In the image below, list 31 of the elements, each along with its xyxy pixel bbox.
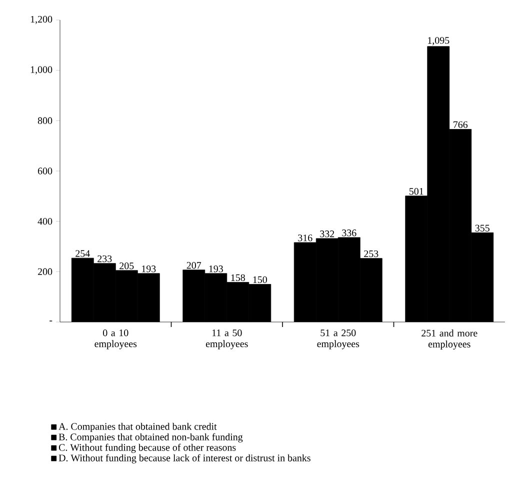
data-label: 233 bbox=[98, 255, 112, 262]
data-label: 253 bbox=[364, 250, 378, 258]
legend-label: C. Without funding because of other reasons bbox=[58, 444, 236, 453]
data-label: 332 bbox=[320, 230, 334, 238]
y-tick-label: - bbox=[50, 320, 52, 322]
legend-label: B. Companies that obtained non-bank funding bbox=[58, 433, 243, 442]
y-tick-label: 400 bbox=[38, 218, 52, 225]
x-tick-label: 51 a 250 employees bbox=[317, 330, 360, 350]
data-label: 193 bbox=[209, 266, 223, 272]
x-tick-label: 0 a 10 employees bbox=[94, 330, 137, 350]
legend-label: A. Companies that obtained bank credit bbox=[58, 422, 217, 432]
y-tick-label: 1,000 bbox=[30, 66, 52, 74]
data-label: 193 bbox=[142, 266, 156, 272]
data-label: 205 bbox=[120, 262, 134, 270]
data-label: 254 bbox=[76, 250, 90, 257]
x-tick-label: 11 a 50 employees bbox=[206, 330, 248, 350]
data-label: 336 bbox=[342, 230, 356, 236]
data-label: 1,095 bbox=[428, 37, 450, 46]
data-label: 207 bbox=[186, 262, 202, 269]
data-label: 355 bbox=[475, 224, 490, 232]
data-label: 766 bbox=[454, 121, 468, 128]
x-tick-label: 251 and more employees bbox=[422, 329, 478, 350]
data-label: 501 bbox=[409, 188, 424, 195]
data-label: 158 bbox=[231, 274, 245, 282]
y-tick-label: 600 bbox=[38, 168, 52, 174]
y-tick-label: 800 bbox=[38, 117, 52, 124]
y-tick-label: 1,200 bbox=[30, 16, 52, 24]
y-tick-label: 200 bbox=[38, 268, 52, 276]
legend-label: D. Without funding because lack of interest or distrust in banks bbox=[58, 454, 310, 464]
data-label: 150 bbox=[253, 276, 267, 284]
data-label: 316 bbox=[298, 234, 312, 242]
